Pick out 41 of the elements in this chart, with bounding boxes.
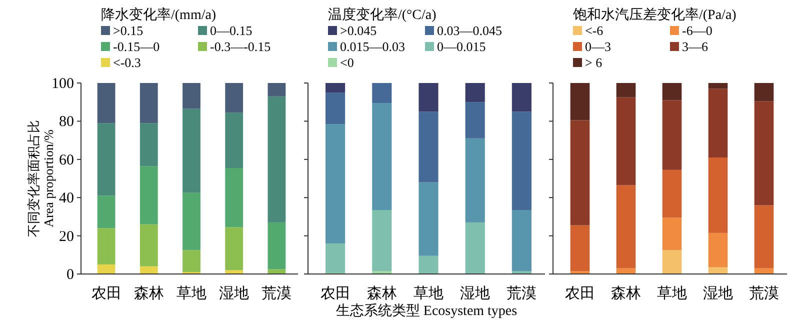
x-tick-label: 森林 (611, 285, 641, 302)
y-tick-label: 20 (59, 228, 74, 245)
legend-title: 饱和水汽压差变化率/(Pa/a) (572, 7, 737, 23)
legend-label: 0—0.15 (210, 23, 252, 38)
legend-label: -6—0 (682, 23, 712, 38)
legend-label: -0.3—-0.15 (210, 39, 271, 54)
y-tick-label: 100 (52, 76, 74, 92)
y-tick-label: 80 (59, 114, 74, 130)
legend-label: 0—3 (585, 39, 611, 54)
x-tick-label: 湿地 (703, 285, 733, 302)
x-tick-label: 森林 (134, 285, 164, 302)
legend-label: 3—6 (682, 39, 708, 54)
x-tick-label: 湿地 (460, 285, 490, 302)
legend-label: >0.045 (340, 23, 377, 38)
legend-label: 0.03—0.045 (437, 23, 502, 38)
legend-label: 0—0.015 (437, 39, 486, 54)
x-tick-label: 草地 (657, 285, 687, 302)
x-tick-label: 草地 (176, 285, 206, 302)
legend-title: 温度变化率/(°C/a) (328, 7, 437, 23)
x-tick-label: 农田 (320, 286, 350, 302)
x-tick-label: 草地 (414, 285, 444, 302)
x-tick-label: 森林 (366, 285, 397, 302)
x-tick-label: 湿地 (219, 285, 250, 302)
legend-title: 降水变化率/(mm/a) (101, 7, 216, 23)
y-tick-label: 0 (66, 267, 74, 283)
y-axis-title: 不同变化率面积占比 Area proportion/% (26, 120, 56, 237)
legend-label: 0.015—0.03 (340, 39, 405, 54)
legend-label: <0 (340, 55, 354, 70)
x-tick-label: 荒漠 (506, 285, 537, 302)
x-tick-label: 荒漠 (262, 285, 292, 302)
x-tick-label: 农田 (91, 286, 122, 302)
legend-label: <-6 (585, 23, 604, 38)
legend-label: > 6 (585, 55, 603, 70)
x-axis-title: 生态系统类型 Ecosystem types (336, 303, 518, 319)
legend-label: <-0.3 (113, 55, 141, 70)
y-tick-label: 40 (59, 190, 74, 207)
legend-label: >0.15 (113, 23, 144, 38)
x-tick-label: 农田 (565, 286, 595, 302)
legend-label: -0.15—0 (113, 39, 160, 54)
x-tick-label: 荒漠 (749, 285, 779, 302)
y-tick-label: 60 (59, 152, 74, 168)
